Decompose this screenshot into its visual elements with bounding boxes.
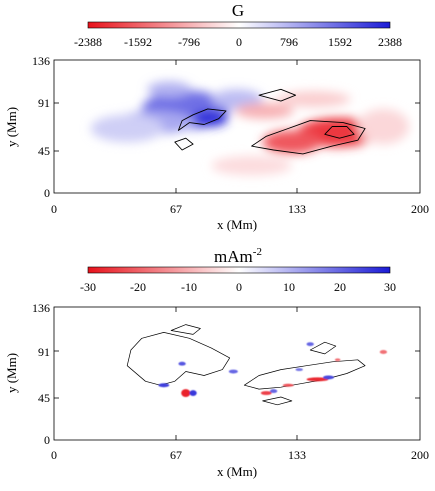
- negative-region: [181, 389, 191, 397]
- positive-region: [211, 89, 263, 109]
- negative-region: [282, 383, 294, 387]
- positive-region: [295, 368, 303, 372]
- current-x-tick: 0: [51, 448, 57, 462]
- field-contour: [324, 126, 355, 139]
- current-y-axis-label: y (Mm): [4, 353, 19, 393]
- positive-region: [158, 383, 170, 388]
- current-x-ticks: 0 67 133 200: [51, 448, 429, 462]
- negative-region: [235, 103, 294, 119]
- field-contour: [177, 108, 227, 131]
- current-x-tick: 133: [288, 448, 306, 462]
- current-colorbar-tick: 10: [283, 280, 295, 294]
- field-colorbar-tick: 796: [280, 35, 298, 49]
- field-y-tick: 0: [44, 186, 50, 200]
- current-y-tick: 136: [32, 301, 50, 315]
- current-y-tick: 91: [38, 345, 50, 359]
- field-y-ticks: 0 45 91 136: [32, 54, 50, 200]
- current-colorbar-tick: 0: [236, 280, 242, 294]
- field-x-tick: 67: [170, 202, 182, 216]
- field-contour: [174, 137, 194, 151]
- positive-region: [323, 375, 334, 380]
- negative-region: [379, 350, 388, 354]
- current-colorbar-tick: 20: [334, 280, 346, 294]
- field-x-tick: 200: [411, 202, 429, 216]
- field-contour: [243, 359, 366, 390]
- negative-region: [357, 108, 410, 145]
- field-colorbar-tick: 1592: [328, 35, 352, 49]
- field-contour: [262, 396, 293, 406]
- current-colorbar-title-unit: mAm: [214, 247, 253, 266]
- field-y-tick: 136: [32, 54, 50, 68]
- current-map: [54, 307, 420, 440]
- field-x-tick: 133: [288, 202, 306, 216]
- current-colorbar-tick: -30: [80, 280, 96, 294]
- field-colorbar-tick: -2388: [74, 35, 102, 49]
- negative-region: [277, 91, 351, 107]
- negative-region: [260, 391, 272, 396]
- field-y-axis-label: y (Mm): [4, 107, 19, 147]
- field-panel: G -2388 -1592 -796 0 796 1592 2388 0 67 …: [4, 1, 429, 232]
- current-y-ticks: 0 45 91 136: [32, 301, 50, 447]
- field-contour: [309, 341, 337, 355]
- current-x-tick: 67: [170, 448, 182, 462]
- field-colorbar-ticks: -2388 -1592 -796 0 796 1592 2388: [74, 35, 402, 49]
- current-x-tick: 200: [411, 448, 429, 462]
- field-colorbar-tick: -796: [178, 35, 200, 49]
- positive-region: [147, 81, 192, 98]
- negative-region: [334, 358, 341, 362]
- field-contour: [258, 88, 297, 102]
- positive-region: [306, 342, 314, 347]
- field-contour: [251, 120, 366, 155]
- field-x-axis-label: x (Mm): [217, 217, 257, 232]
- field-contour: [126, 332, 231, 386]
- current-y-tick: 45: [38, 391, 50, 405]
- positive-region: [189, 390, 197, 396]
- positive-region: [178, 361, 186, 366]
- field-contour: [170, 324, 201, 335]
- field-colorbar: [87, 21, 391, 29]
- current-colorbar-title: mAm-2: [214, 246, 262, 266]
- field-colorbar-tick: -1592: [124, 35, 152, 49]
- positive-region: [90, 114, 164, 143]
- current-y-tick: 0: [44, 433, 50, 447]
- field-y-tick: 45: [38, 144, 50, 158]
- current-x-axis-label: x (Mm): [217, 464, 257, 479]
- current-panel: mAm-2 -30 -20 -10 0 10 20 30 0 67 133 20…: [4, 246, 429, 479]
- negative-region: [262, 130, 322, 154]
- field-colorbar-tick: 2388: [378, 35, 402, 49]
- field-map: [54, 60, 420, 193]
- current-colorbar-ticks: -30 -20 -10 0 10 20 30: [80, 280, 396, 294]
- current-colorbar-tick: -20: [130, 280, 146, 294]
- positive-region: [269, 389, 278, 394]
- field-colorbar-title: G: [232, 1, 244, 20]
- negative-region: [211, 155, 292, 176]
- field-x-tick: 0: [51, 202, 57, 216]
- current-colorbar: [87, 266, 391, 274]
- positive-region: [191, 110, 228, 127]
- positive-region: [228, 369, 238, 374]
- current-colorbar-tick: -10: [181, 280, 197, 294]
- current-colorbar-tick: 30: [384, 280, 396, 294]
- negative-region: [306, 377, 329, 382]
- field-plot-frame: [53, 59, 421, 194]
- current-colorbar-title-exponent: -2: [253, 246, 262, 258]
- field-colorbar-tick: 0: [236, 35, 242, 49]
- field-x-ticks: 0 67 133 200: [51, 202, 429, 216]
- field-y-tick: 91: [38, 96, 50, 110]
- current-plot-frame: [53, 306, 421, 441]
